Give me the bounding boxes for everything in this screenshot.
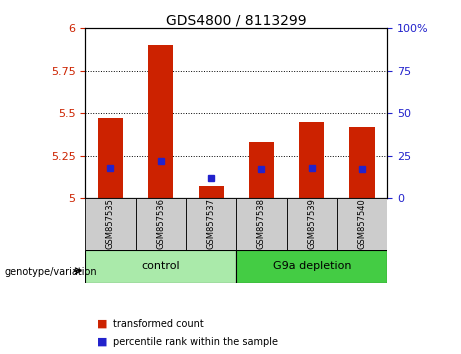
Bar (98, 118, 123, 198)
Bar (186, 198, 236, 250)
Text: control: control (142, 261, 180, 272)
Text: ■: ■ (97, 337, 107, 347)
Text: GSM857540: GSM857540 (358, 199, 366, 249)
Text: GSM857538: GSM857538 (257, 198, 266, 250)
Text: percentile rank within the sample: percentile rank within the sample (113, 337, 278, 347)
Text: GSM857537: GSM857537 (207, 198, 216, 250)
Bar (349, 127, 375, 198)
Bar (199, 186, 224, 198)
Text: genotype/variation: genotype/variation (5, 267, 97, 277)
Bar (85, 198, 136, 250)
Bar (136, 198, 186, 250)
Bar (249, 142, 274, 198)
Title: GDS4800 / 8113299: GDS4800 / 8113299 (166, 13, 307, 27)
Bar (287, 198, 337, 250)
Text: ■: ■ (97, 319, 107, 329)
Text: GSM857535: GSM857535 (106, 199, 115, 249)
Text: GSM857536: GSM857536 (156, 198, 165, 250)
Bar (299, 122, 325, 198)
Bar (85, 250, 236, 283)
Text: transformed count: transformed count (113, 319, 204, 329)
Bar (148, 45, 173, 198)
Bar (236, 250, 387, 283)
Bar (337, 198, 387, 250)
Text: G9a depletion: G9a depletion (272, 261, 351, 272)
Text: GSM857539: GSM857539 (307, 199, 316, 249)
Bar (236, 198, 287, 250)
